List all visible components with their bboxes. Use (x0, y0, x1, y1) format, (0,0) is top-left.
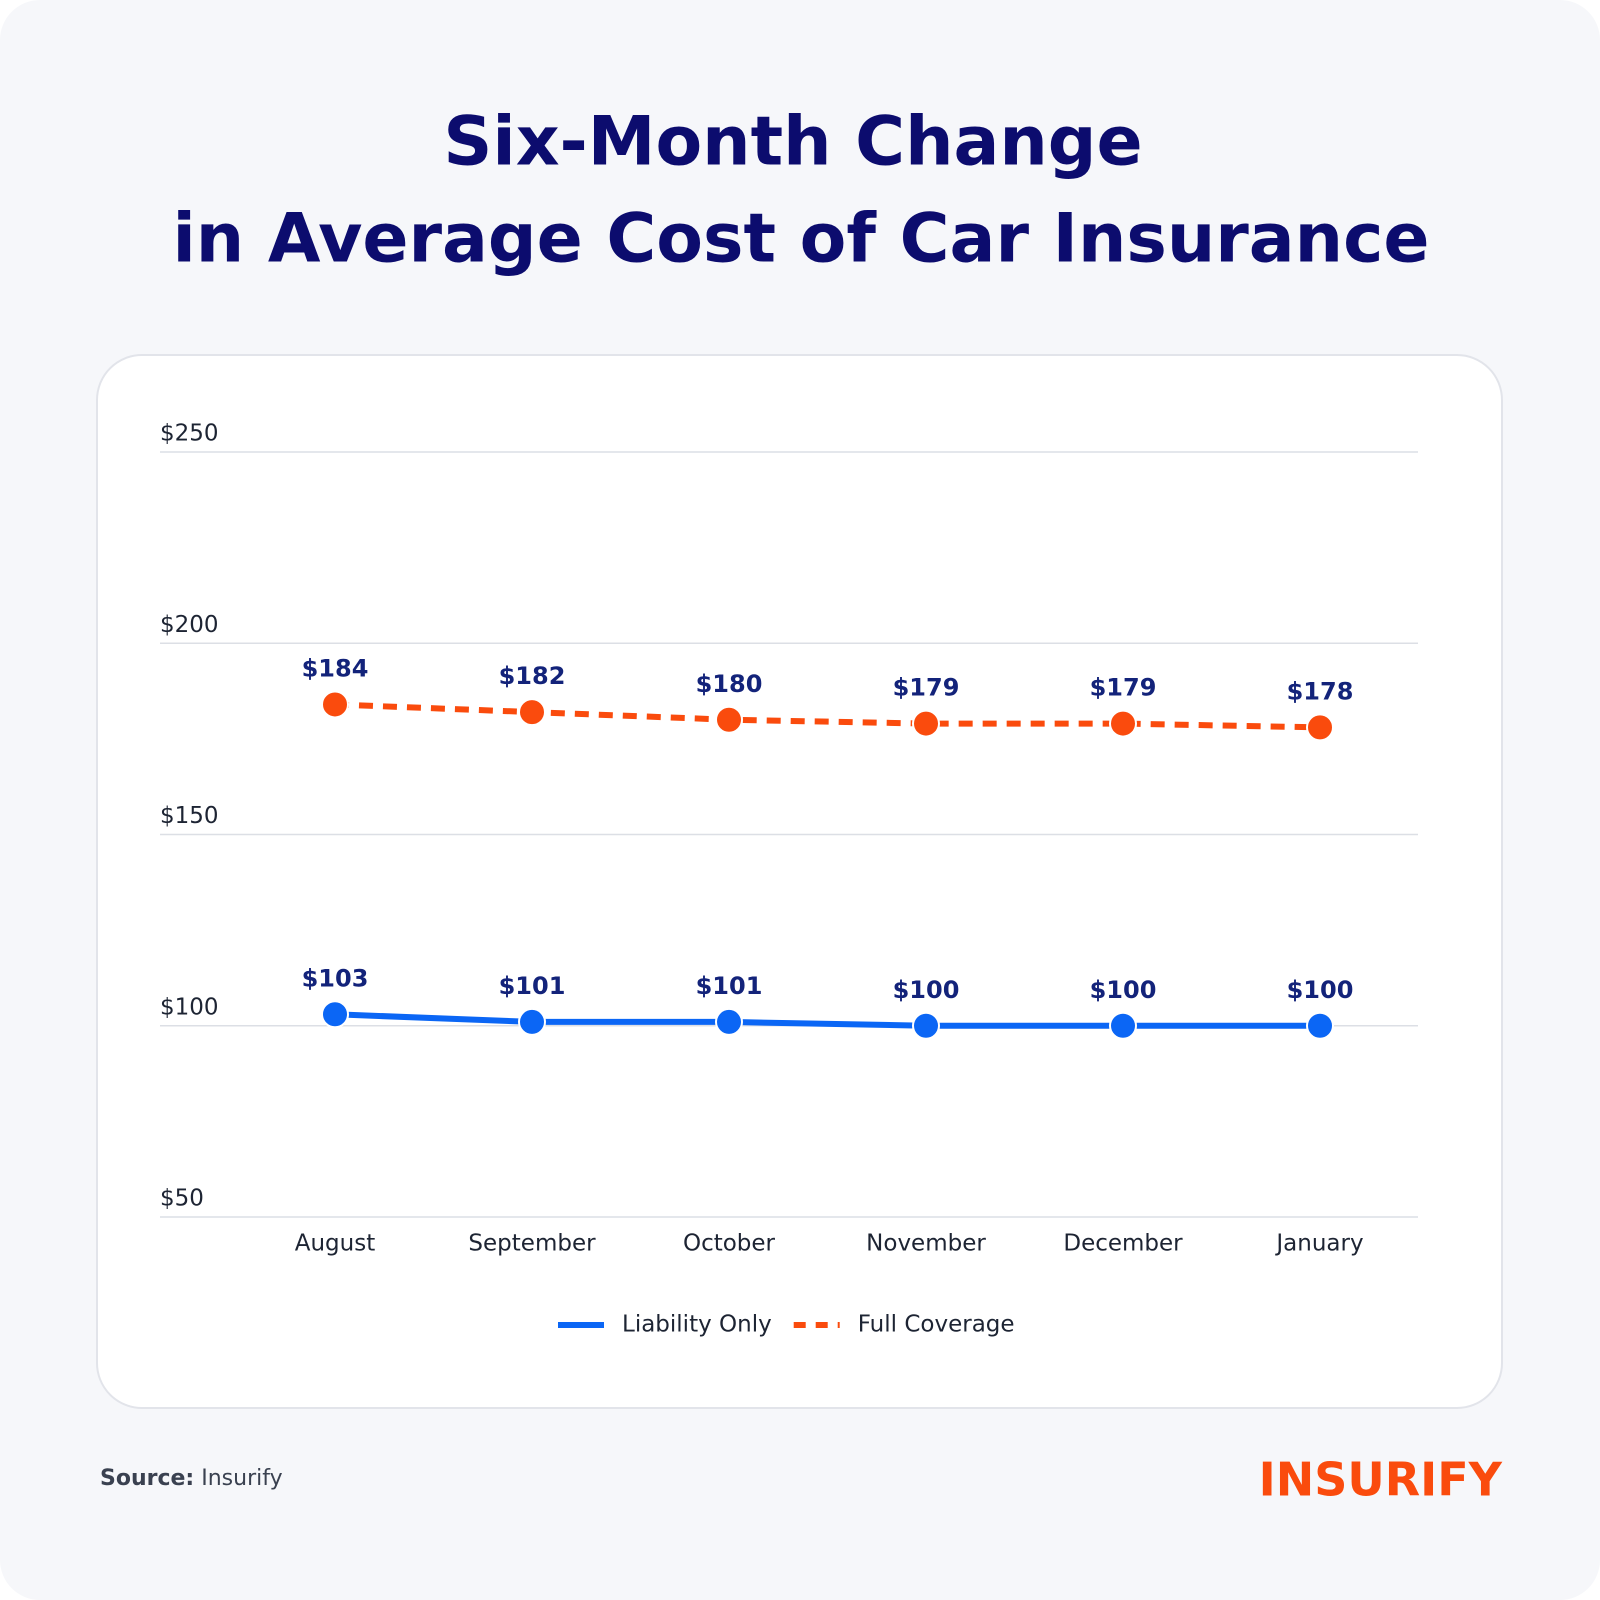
x-tick-label: September (468, 1231, 596, 1257)
data-label: $179 (893, 674, 960, 702)
legend-label: Liability Only (622, 1312, 772, 1338)
legend-label: Full Coverage (858, 1312, 1015, 1338)
source-text: Insurify (201, 1466, 282, 1491)
data-label: $100 (893, 976, 960, 1004)
data-point (321, 1000, 349, 1029)
data-point (715, 705, 743, 734)
data-label: $100 (1287, 976, 1354, 1004)
series-line (334, 1011, 1320, 1029)
data-label: $180 (696, 670, 763, 698)
data-label: $182 (499, 662, 566, 690)
data-point (518, 1007, 546, 1036)
title-line: Six-Month Change (443, 103, 1142, 182)
data-label: $101 (696, 972, 763, 1000)
data-point (321, 690, 349, 719)
plot: $50 $100 $150 $200 $250 August September Octobe… (160, 421, 1418, 1338)
data-label: $179 (1090, 674, 1157, 702)
data-point (912, 1011, 940, 1040)
data-label: $103 (302, 964, 369, 992)
x-tick-label: December (1063, 1231, 1183, 1257)
data-label: $100 (1090, 976, 1157, 1004)
y-tick-label: $50 (160, 1186, 204, 1212)
data-label: $184 (302, 654, 369, 682)
logo: INSURIFY (1259, 1453, 1503, 1507)
data-label: $178 (1287, 677, 1354, 705)
y-tick-label: $150 (160, 803, 219, 829)
data-point (1306, 713, 1334, 742)
y-tick-label: $200 (160, 612, 219, 638)
x-tick-label: January (1274, 1231, 1363, 1257)
data-point (912, 709, 940, 738)
data-point (1306, 1011, 1334, 1040)
y-tick-label: $100 (160, 994, 219, 1020)
x-tick-label: October (683, 1231, 776, 1257)
data-point (1109, 709, 1137, 738)
source-label: Source: (100, 1466, 194, 1491)
data-point (1109, 1011, 1137, 1040)
series-line (334, 701, 1321, 731)
source: Source: Insurify (100, 1466, 283, 1491)
x-tick-label: August (295, 1231, 376, 1257)
data-label: $101 (499, 972, 566, 1000)
x-tick-label: November (866, 1231, 986, 1257)
data-point (715, 1007, 743, 1036)
chart-card (96, 354, 1503, 1409)
title-line: in Average Cost of Car Insurance (172, 200, 1429, 279)
y-tick-label: $250 (160, 421, 219, 447)
data-point (518, 698, 546, 727)
